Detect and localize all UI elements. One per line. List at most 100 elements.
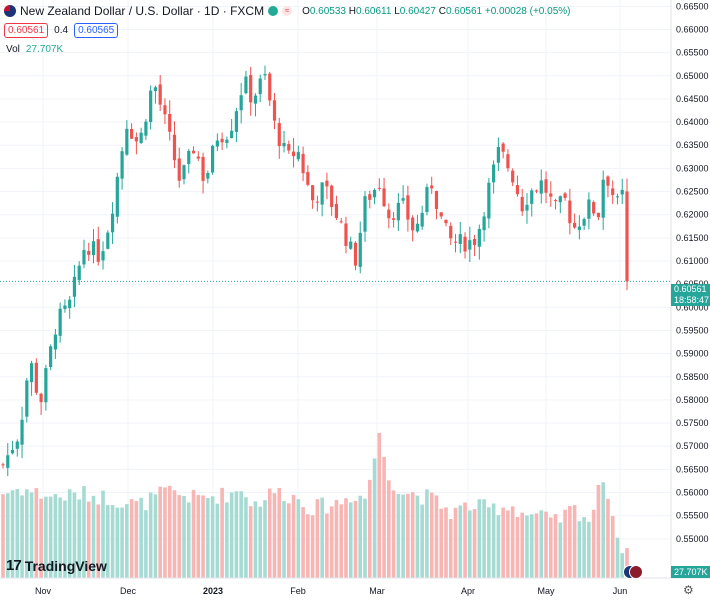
candle-body — [263, 74, 267, 76]
volume-bar — [315, 499, 320, 578]
candle-body — [34, 362, 38, 393]
volume-bar — [615, 537, 620, 578]
volume-bar — [453, 507, 458, 578]
volume-bar — [115, 507, 120, 578]
candle-body — [282, 142, 286, 147]
candle-body — [182, 165, 186, 180]
events-flags[interactable] — [623, 565, 643, 579]
price-badge-value: 0.60561 — [674, 284, 707, 294]
volume-bar — [244, 497, 248, 578]
volume-bar — [434, 495, 439, 578]
candle-body — [611, 188, 615, 195]
candle-body — [172, 134, 177, 161]
volume-bar — [606, 498, 610, 578]
y-tick-label: 0.56500 — [676, 464, 709, 474]
candle-body — [53, 334, 57, 350]
compare-icon[interactable]: ≈ — [282, 6, 293, 16]
candle-body — [472, 238, 477, 246]
volume-bar — [182, 495, 186, 578]
x-tick-label: Nov — [35, 586, 52, 596]
candle-body — [625, 191, 629, 282]
time-axis[interactable]: Nov Dec 2023 Feb Mar Apr May Jun — [0, 577, 710, 596]
volume-bar — [510, 506, 515, 578]
candle-body — [201, 156, 205, 181]
volume-bar — [515, 517, 520, 578]
candle-body — [368, 194, 372, 200]
candle-body — [539, 180, 543, 194]
market-open-icon[interactable] — [268, 6, 279, 16]
candle-body — [344, 223, 348, 246]
y-tick-label: 0.66000 — [676, 24, 709, 34]
candle-body — [110, 213, 115, 233]
volume-bar — [548, 517, 553, 578]
nzd-usd-flag-icon — [4, 5, 16, 17]
volume-bar — [529, 514, 534, 578]
volume-bar — [367, 479, 372, 578]
candle-body — [306, 172, 310, 185]
candle-body — [334, 203, 339, 219]
candle-body — [82, 249, 86, 265]
candle-body — [582, 219, 586, 226]
volume-bar — [472, 509, 477, 578]
candle-body — [130, 128, 134, 139]
volume-bar — [391, 490, 396, 578]
volume-bar — [587, 521, 591, 578]
candle-body — [477, 228, 481, 247]
candle-body — [196, 156, 200, 159]
candle-body — [149, 90, 153, 122]
candle-body — [411, 217, 415, 231]
candle-body — [511, 170, 515, 183]
candle-body — [315, 201, 319, 203]
volume-bar — [425, 489, 429, 578]
volume-bar — [539, 510, 544, 578]
candle-body — [206, 172, 210, 179]
candle-body — [558, 196, 562, 203]
volume-bar — [277, 488, 282, 578]
candles — [1, 65, 629, 477]
volume-bar — [239, 491, 243, 578]
candle-body — [563, 193, 567, 198]
sell-price-button[interactable]: 0.60561 — [4, 23, 49, 38]
volume-bar — [520, 512, 525, 578]
candle-body — [58, 308, 62, 336]
ohlc-values: O0.60533 H0.60611 L0.60427 C0.60561 +0.0… — [302, 5, 571, 17]
volume-badge: 27.707K — [671, 566, 710, 578]
volume-bar — [29, 492, 34, 578]
spread-value: 0.4 — [54, 25, 69, 36]
y-tick-label: 0.61500 — [676, 233, 709, 243]
candle-body — [506, 154, 510, 169]
volume-bar — [110, 505, 115, 578]
tradingview-logo[interactable]: 17 TradingView — [6, 557, 107, 574]
candle-body — [501, 143, 505, 152]
candle-body — [272, 100, 277, 121]
candle-body — [249, 75, 253, 103]
candle-body — [330, 185, 334, 208]
volume-bar — [553, 514, 558, 578]
volume-bar — [267, 488, 272, 578]
y-tick-label: 0.59500 — [676, 325, 709, 335]
volume-bar — [105, 505, 110, 578]
last-price-badge: 0.60561 18:58:47 — [671, 284, 710, 306]
candle-body — [301, 153, 305, 174]
candle-body — [573, 222, 577, 228]
settings-gear-icon[interactable]: ⚙ — [683, 583, 694, 597]
candle-body — [377, 187, 381, 189]
volume-bar — [348, 502, 353, 578]
candle-body — [6, 455, 10, 468]
volume-bar — [396, 494, 401, 578]
candle-body — [401, 198, 405, 201]
volume-bar — [301, 507, 305, 578]
symbol-title[interactable]: New Zealand Dollar / U.S. Dollar · 1D · … — [20, 4, 265, 18]
candle-body — [287, 144, 291, 151]
candle-body — [430, 185, 434, 189]
open-value: 0.60533 — [309, 5, 346, 17]
volume-bar — [120, 507, 124, 578]
candle-body — [25, 380, 29, 417]
buy-price-button[interactable]: 0.60565 — [74, 23, 119, 38]
volume-bar — [410, 492, 415, 578]
volume-bar — [139, 497, 143, 578]
volume-bar — [558, 522, 563, 578]
candle-body — [463, 236, 467, 252]
tradingview-name: TradingView — [24, 557, 107, 574]
